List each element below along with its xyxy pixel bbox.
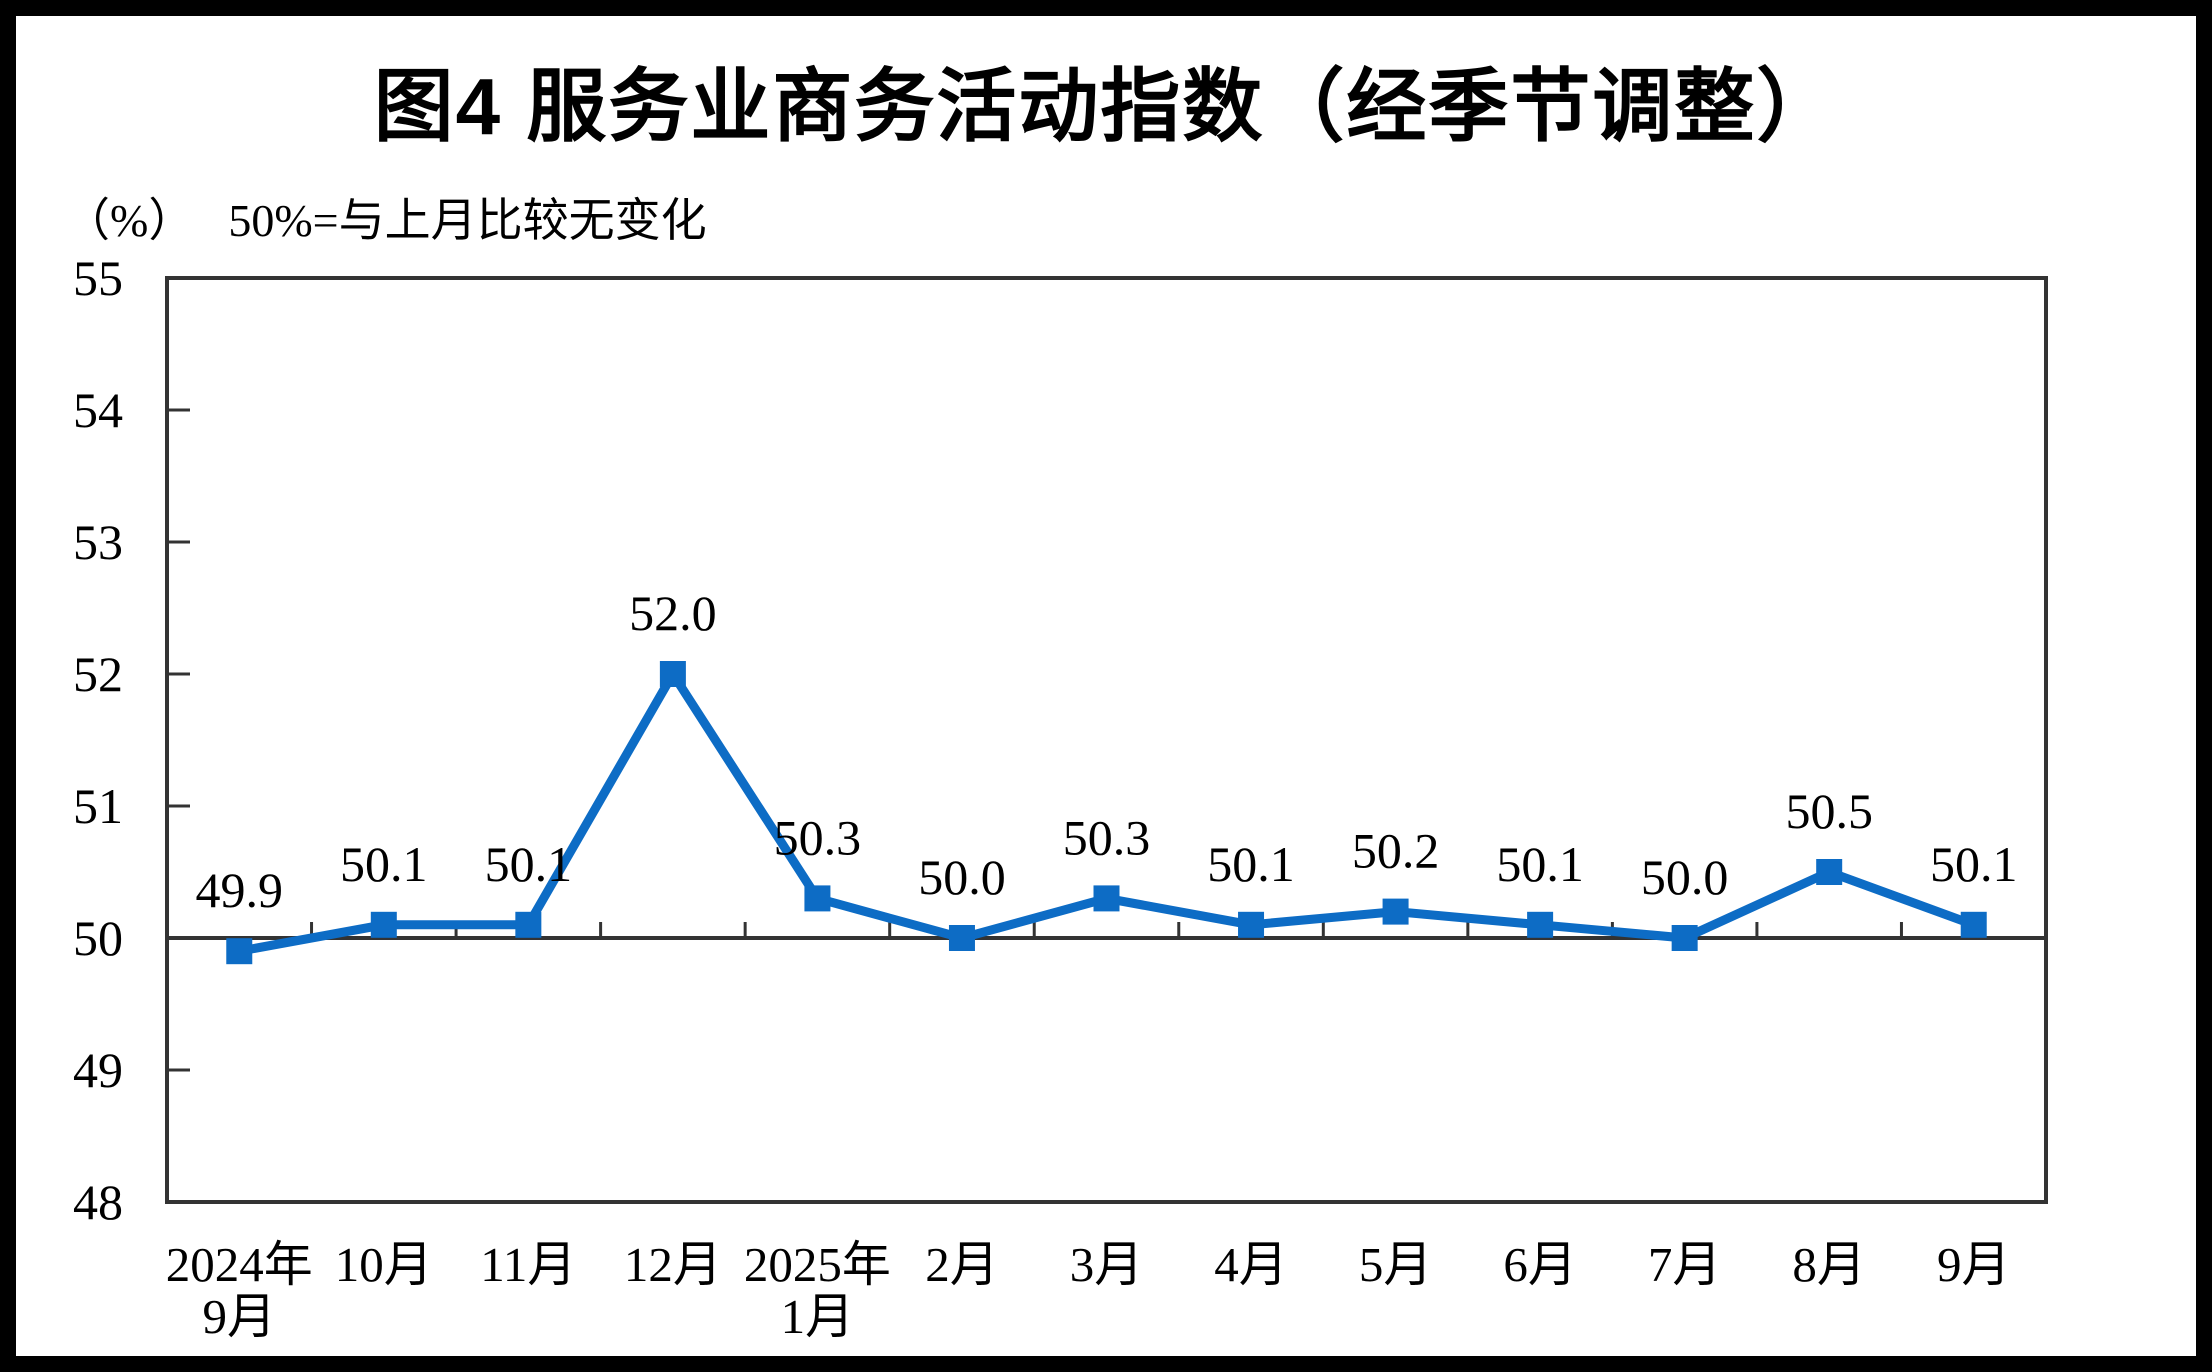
x-axis-label: 9月 [1937,1237,2011,1292]
x-axis-label: 5月 [1359,1237,1433,1292]
x-axis-label: 7月 [1648,1237,1722,1292]
data-label: 49.9 [196,862,284,918]
y-axis-label: 52 [73,646,123,702]
y-axis-label: 55 [73,250,123,306]
data-point-marker [1816,859,1843,885]
data-point-marker [1238,911,1265,938]
data-label: 50.1 [1930,836,2018,892]
x-axis-label: 6月 [1503,1237,1577,1292]
data-point-marker [226,938,253,965]
y-axis-unit-label: （%） [64,195,195,246]
data-label: 50.1 [485,836,573,892]
data-point-marker [1960,911,1987,938]
y-axis-label: 51 [73,778,123,834]
data-point-marker [515,911,542,938]
x-axis-label-line2: 1月 [781,1289,855,1344]
data-point-marker [659,661,686,687]
x-axis-label: 11月 [480,1237,576,1292]
x-axis-label-line2: 9月 [203,1289,277,1344]
x-axis-label: 10月 [335,1237,433,1292]
data-point-marker [1527,911,1554,938]
reference-line-note: 50%=与上月比较无变化 [228,195,707,246]
y-axis-label: 49 [73,1042,123,1098]
data-label: 50.0 [918,849,1006,905]
data-label: 50.2 [1352,823,1440,879]
data-point-marker [1671,925,1698,951]
data-point-marker [948,925,975,951]
data-label: 50.0 [1641,849,1729,905]
y-axis-label: 48 [73,1174,123,1230]
data-point-marker [1382,898,1409,925]
x-axis-label: 8月 [1792,1237,1866,1292]
y-axis-label: 53 [73,514,123,570]
x-axis-label: 2024年 [166,1237,313,1292]
y-axis-label: 54 [73,382,123,438]
data-point-marker [1093,885,1120,912]
x-axis-label: 4月 [1214,1237,1288,1292]
data-label: 50.1 [340,836,428,892]
data-label: 50.1 [1207,836,1295,892]
x-axis-label: 2月 [925,1237,999,1292]
x-axis-label: 2025年 [744,1237,891,1292]
chart-subtitle: （%） 50%=与上月比较无变化 [64,184,707,250]
chart-title: 图4 服务业商务活动指数（经季节调整） [373,62,1839,151]
data-label: 50.5 [1785,783,1873,839]
data-label: 50.3 [774,809,862,865]
x-axis-label: 3月 [1070,1237,1144,1292]
data-point-marker [370,911,397,938]
data-point-marker [804,885,831,912]
data-label: 52.0 [629,585,717,641]
y-axis-label: 50 [73,910,123,966]
plot-border [165,276,2048,1204]
data-label: 50.1 [1496,836,1584,892]
x-axis-label: 12月 [624,1237,722,1292]
data-label: 50.3 [1063,809,1151,865]
